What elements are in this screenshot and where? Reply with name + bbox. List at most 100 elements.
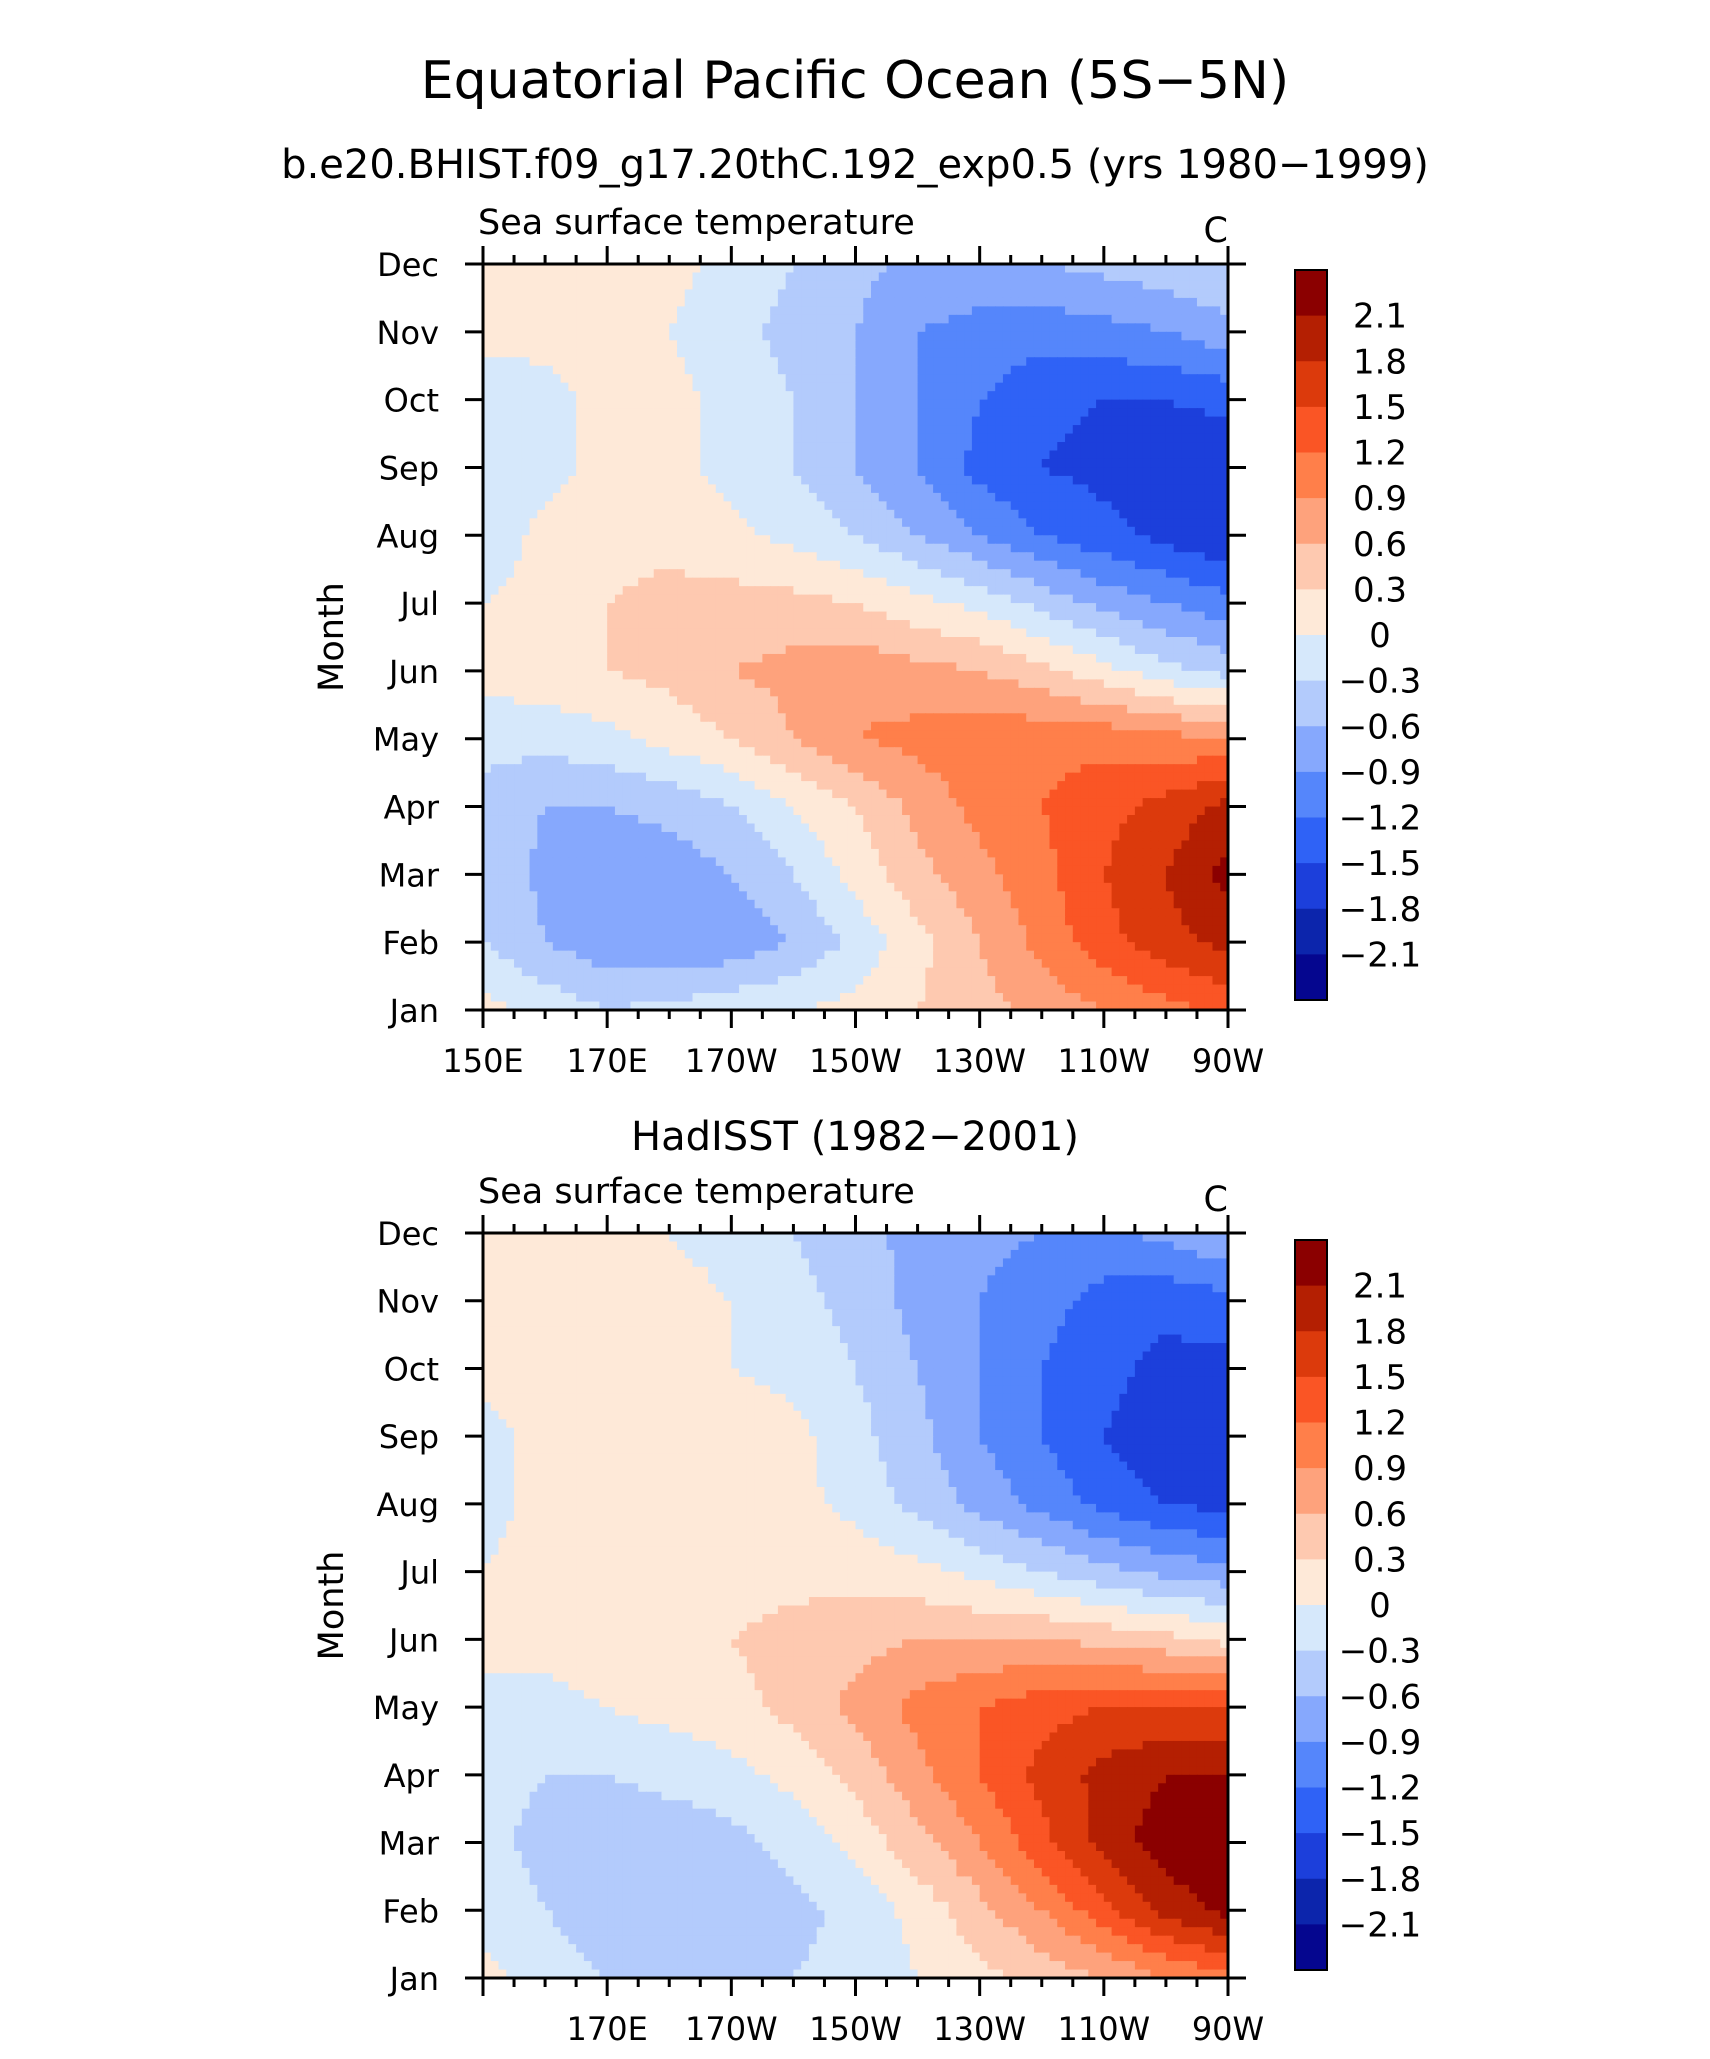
sst-cell [925,569,934,579]
sst-cell [917,297,927,308]
sst-cell [777,433,787,443]
sst-cell [886,314,895,325]
sst-cell [1150,526,1159,536]
sst-cell [677,425,686,435]
sst-cell [739,425,748,435]
sst-cell [894,620,903,630]
sst-cell [545,518,554,528]
sst-cell [731,433,740,443]
sst-cell [956,357,965,367]
sst-cell [762,425,771,435]
sst-cell [1002,408,1012,418]
sst-cell [925,331,934,341]
sst-cell [677,382,686,392]
sst-cell [1173,374,1183,384]
sst-cell [552,696,562,706]
sst-cell [1057,297,1066,308]
sst-cell [1088,425,1097,435]
sst-cell [1018,391,1027,401]
sst-cell [661,416,670,426]
sst-cell [801,314,810,325]
sst-cell [731,348,740,358]
sst-cell [1049,442,1058,452]
sst-cell [1189,425,1198,435]
sst-cell [948,620,958,630]
sst-cell [514,289,523,299]
sst-cell [607,280,616,291]
sst-cell [839,348,849,358]
sst-cell [490,280,500,291]
sst-cell [645,645,655,655]
sst-cell [1119,637,1128,647]
sst-cell [824,645,833,655]
sst-cell [1002,586,1012,596]
sst-cell [785,577,795,587]
sst-cell [700,399,709,409]
sst-cell [483,687,492,698]
sst-cell [591,365,601,375]
sst-cell [793,696,802,706]
sst-cell [1072,467,1082,477]
sst-cell [808,374,818,384]
sst-cell [1033,297,1043,308]
sst-cell [801,450,810,460]
sst-cell [839,594,849,604]
sst-cell [855,458,864,469]
sst-cell [1096,662,1105,672]
sst-cell [808,458,818,469]
sst-cell [793,586,802,596]
sst-cell [1196,569,1206,579]
sst-cell [1026,620,1035,630]
sst-cell [1212,433,1221,443]
sst-cell [948,450,958,460]
sst-cell [1127,306,1136,316]
sst-cell [793,509,802,520]
sst-cell [653,382,663,392]
sst-cell [645,280,655,291]
sst-cell [1196,543,1206,553]
sst-cell [622,416,632,426]
sst-cell [653,611,663,621]
sst-cell [785,289,795,299]
sst-cell [545,348,554,358]
sst-cell [863,365,872,375]
sst-cell [638,475,647,486]
sst-cell [1111,586,1121,596]
sst-cell [746,594,756,604]
sst-cell [1173,594,1183,604]
sst-cell [1181,408,1190,418]
sst-cell [979,577,989,587]
sst-cell [909,645,919,655]
sst-cell [777,696,787,706]
sst-cell [1010,645,1020,655]
sst-cell [1065,365,1074,375]
sst-cell [1196,314,1206,325]
sst-cell [925,382,934,392]
sst-cell [1010,653,1020,664]
sst-cell [871,653,880,664]
sst-cell [591,577,601,587]
sst-cell [739,637,748,647]
sst-cell [1196,289,1206,299]
sst-cell [684,442,694,452]
sst-cell [808,272,818,282]
sst-cell [754,382,764,392]
sst-cell [863,569,872,579]
sst-cell [1002,492,1012,503]
sst-cell [1018,374,1027,384]
sst-cell [909,442,919,452]
sst-cell [948,594,958,604]
sst-cell [1041,603,1051,613]
sst-cell [917,645,927,655]
sst-cell [987,323,996,333]
sst-cell [762,569,771,579]
sst-cell [971,679,981,689]
sst-cell [583,492,593,503]
sst-cell [692,526,701,536]
sst-cell [490,450,500,460]
sst-cell [956,433,965,443]
sst-cell [700,297,709,308]
sst-cell [1196,416,1206,426]
sst-cell [909,306,919,316]
sst-cell [1165,637,1175,647]
